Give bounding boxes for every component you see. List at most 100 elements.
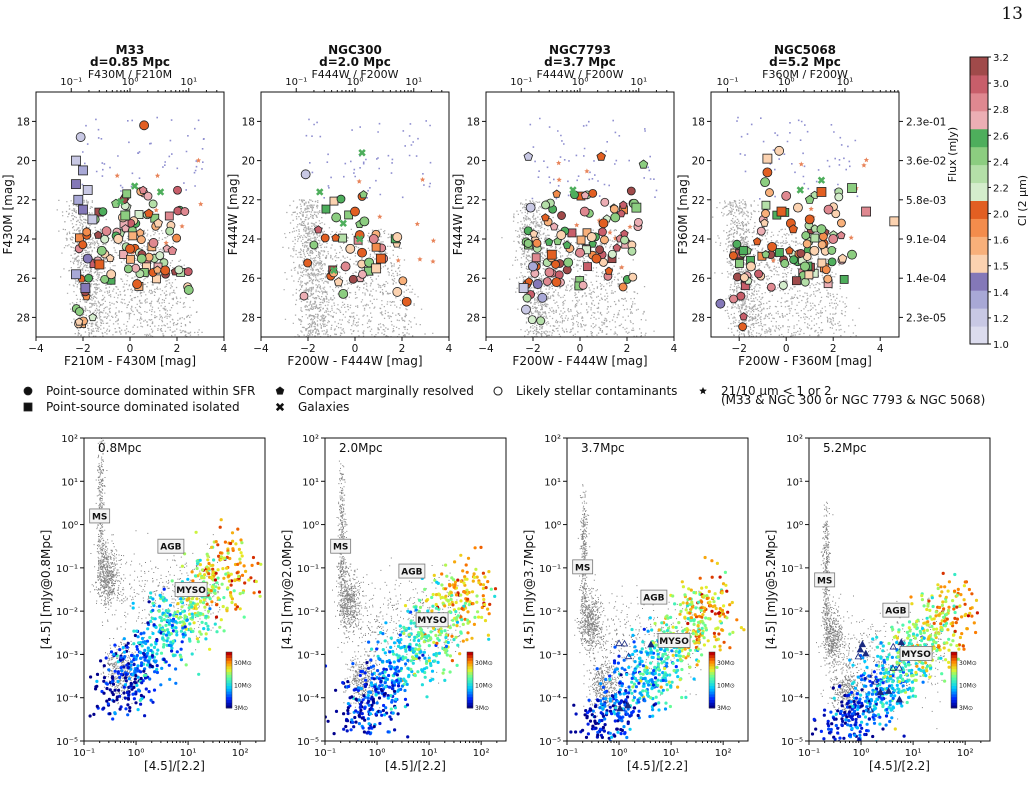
y-tick-label: 10⁻¹ bbox=[56, 564, 78, 575]
y-tick-label: 24 bbox=[467, 234, 481, 246]
myso-point bbox=[218, 551, 223, 555]
myso-point bbox=[387, 673, 391, 678]
myso-point bbox=[389, 717, 393, 721]
mass-colorbar-tick: 10M⊙ bbox=[475, 683, 493, 690]
myso-point bbox=[854, 717, 858, 722]
myso-point bbox=[702, 594, 706, 598]
myso-point bbox=[418, 598, 422, 603]
mass-colorbar-bin bbox=[226, 702, 232, 706]
myso-point bbox=[428, 679, 432, 683]
myso-point bbox=[955, 644, 959, 648]
yso-data-marker bbox=[340, 261, 351, 272]
myso-point bbox=[453, 583, 457, 587]
myso-point bbox=[444, 635, 448, 640]
myso-point bbox=[164, 614, 168, 618]
myso-point bbox=[102, 706, 106, 710]
myso-point bbox=[429, 637, 433, 641]
star-marker bbox=[612, 235, 618, 241]
x-tick-label: 10² bbox=[473, 748, 490, 759]
myso-point bbox=[928, 608, 932, 613]
myso-point bbox=[111, 682, 116, 686]
myso-point bbox=[896, 676, 900, 680]
myso-point bbox=[233, 603, 238, 607]
myso-point bbox=[848, 769, 851, 772]
x-tick-label: −4 bbox=[478, 343, 494, 355]
mass-colorbar-bin bbox=[226, 677, 232, 681]
mass-colorbar-bin bbox=[467, 660, 473, 664]
myso-point bbox=[461, 622, 465, 627]
myso-point bbox=[435, 641, 439, 645]
mass-colorbar-bin bbox=[226, 657, 232, 661]
myso-point bbox=[411, 648, 415, 652]
triangle-marker bbox=[862, 649, 870, 657]
myso-point bbox=[713, 592, 717, 596]
myso-point bbox=[662, 666, 667, 671]
myso-point bbox=[666, 655, 670, 659]
yso-candidate-marker bbox=[810, 233, 820, 243]
myso-point bbox=[886, 671, 890, 675]
myso-point bbox=[657, 689, 661, 693]
myso-point bbox=[603, 723, 607, 727]
myso-point bbox=[596, 730, 600, 735]
myso-point bbox=[391, 711, 395, 715]
yso-candidate-marker bbox=[634, 217, 643, 227]
yso-candidate-marker bbox=[626, 186, 636, 196]
mass-colorbar-bin bbox=[951, 674, 957, 678]
myso-point bbox=[367, 666, 371, 670]
myso-point bbox=[714, 606, 718, 611]
myso-point bbox=[876, 697, 880, 702]
myso-point bbox=[656, 652, 660, 657]
myso-point bbox=[656, 678, 660, 682]
myso-point bbox=[462, 581, 466, 585]
myso-point bbox=[574, 712, 578, 716]
myso-point bbox=[849, 700, 853, 704]
myso-point bbox=[612, 659, 617, 663]
myso-point bbox=[890, 655, 895, 660]
yso-candidate-marker bbox=[620, 235, 629, 245]
myso-point bbox=[190, 605, 194, 609]
myso-point bbox=[460, 607, 464, 611]
y-tick-label: 18 bbox=[467, 116, 480, 128]
myso-point bbox=[838, 744, 841, 747]
yso-candidate-marker bbox=[580, 190, 590, 200]
myso-point bbox=[185, 618, 189, 622]
x-tick-label: 10² bbox=[957, 748, 974, 759]
myso-point bbox=[934, 610, 938, 614]
region-label-agb: AGB bbox=[882, 602, 910, 618]
myso-point bbox=[144, 687, 148, 691]
panel-title: NGC300 bbox=[328, 43, 382, 57]
myso-point bbox=[872, 721, 877, 725]
legend-circle-icon bbox=[23, 386, 33, 396]
myso-point bbox=[968, 611, 972, 616]
y-tick-label: 10⁰ bbox=[61, 521, 78, 532]
myso-point bbox=[143, 658, 147, 662]
myso-point bbox=[651, 714, 655, 718]
myso-point bbox=[878, 722, 882, 726]
myso-point bbox=[167, 663, 171, 667]
right-tick-label: 2.3e-01 bbox=[906, 116, 946, 128]
yso-data-marker bbox=[847, 183, 857, 193]
yso-data-marker bbox=[153, 218, 163, 228]
x-tick-label: 0 bbox=[577, 343, 584, 355]
yso-candidate-marker bbox=[761, 200, 771, 210]
yso-candidate-marker bbox=[627, 246, 637, 256]
myso-point bbox=[224, 572, 228, 576]
myso-point bbox=[663, 649, 667, 653]
background-source-cloud bbox=[89, 438, 221, 708]
background-source-cloud bbox=[282, 199, 434, 337]
legend-label: 21/10 μm < 1 or 2 bbox=[721, 384, 832, 398]
yso-candidate-marker bbox=[128, 231, 138, 241]
myso-point bbox=[710, 609, 714, 613]
mass-colorbar-bin bbox=[951, 688, 957, 692]
myso-point bbox=[361, 698, 365, 702]
myso-point bbox=[851, 663, 855, 667]
myso-point bbox=[111, 692, 115, 697]
myso-point bbox=[910, 602, 914, 606]
legend-label: Compact marginally resolved bbox=[298, 384, 474, 398]
legend-label: Likely stellar contaminants bbox=[516, 384, 677, 398]
myso-point bbox=[622, 700, 626, 704]
myso-point bbox=[135, 647, 139, 651]
myso-point bbox=[953, 629, 957, 634]
myso-point bbox=[871, 734, 875, 739]
yso-data-marker bbox=[861, 206, 871, 217]
